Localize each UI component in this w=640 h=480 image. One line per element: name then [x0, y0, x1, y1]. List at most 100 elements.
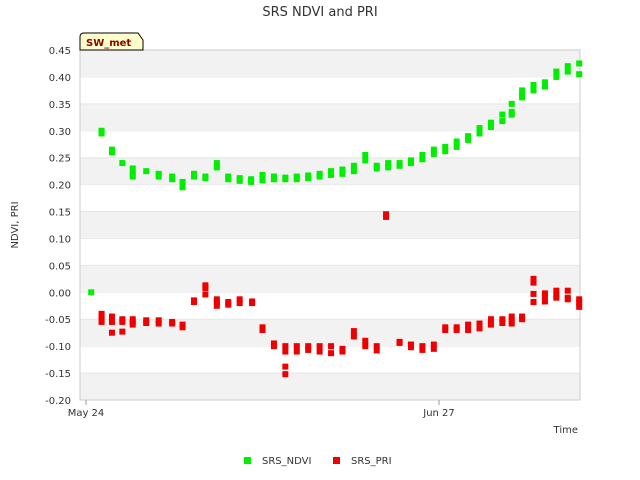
data-point — [499, 320, 506, 326]
site-badge: SW_met — [79, 32, 144, 51]
data-point — [385, 160, 392, 167]
legend-marker-ndvi — [244, 457, 251, 464]
data-point — [553, 73, 560, 80]
series-srs_pri — [98, 211, 583, 378]
data-point — [339, 166, 346, 173]
x-tick-label: Jun 27 — [422, 408, 455, 419]
plot-frame — [79, 49, 581, 401]
data-point — [350, 168, 357, 175]
data-point — [476, 125, 483, 132]
data-point — [564, 68, 571, 75]
legend: SRS_NDVI SRS_PRI — [244, 456, 392, 467]
data-point — [476, 320, 483, 327]
data-point — [249, 300, 256, 307]
data-point — [119, 328, 126, 335]
data-point — [98, 130, 105, 137]
series-srs_ndvi — [88, 60, 583, 296]
legend-marker-pri — [333, 457, 340, 464]
y-tick-label: 0.35 — [49, 100, 71, 111]
data-point — [119, 318, 126, 325]
data-point — [465, 321, 472, 328]
legend-label-ndvi: SRS_NDVI — [262, 456, 311, 467]
chart-title: SRS NDVI and PRI — [262, 5, 377, 20]
data-point — [129, 173, 136, 180]
y-tick-label: 0.00 — [49, 288, 71, 299]
data-point — [169, 176, 176, 183]
data-point — [430, 341, 437, 348]
data-point — [328, 171, 335, 178]
data-point — [305, 175, 312, 182]
data-point — [143, 168, 150, 175]
data-point — [339, 348, 346, 355]
grid-band — [80, 103, 580, 131]
data-point — [419, 156, 426, 163]
data-point — [541, 298, 548, 305]
data-point — [98, 318, 105, 325]
data-point — [350, 328, 357, 335]
x-axis: May 24 Jun 27 — [68, 400, 455, 419]
data-point — [530, 279, 537, 286]
data-point — [213, 299, 220, 305]
grid-band — [80, 373, 580, 400]
y-tick-label: 0.20 — [49, 181, 71, 192]
data-point — [487, 316, 494, 323]
data-point — [282, 363, 289, 370]
data-point — [169, 320, 176, 327]
data-point — [499, 118, 506, 125]
data-point — [564, 63, 571, 70]
data-point — [213, 160, 220, 167]
data-point — [499, 316, 506, 323]
data-point — [519, 87, 526, 94]
data-point — [293, 348, 300, 355]
data-point — [553, 287, 560, 294]
data-point — [155, 320, 162, 327]
data-point — [236, 177, 243, 184]
data-point — [576, 71, 583, 78]
y-tick-label: 0.10 — [49, 234, 71, 245]
data-point — [476, 325, 483, 332]
data-point — [305, 343, 312, 350]
data-point — [465, 133, 472, 140]
data-point — [248, 178, 255, 185]
data-point — [328, 168, 335, 175]
data-point — [259, 327, 266, 333]
data-point — [541, 79, 548, 86]
data-point — [202, 291, 209, 298]
data-point — [564, 296, 571, 303]
data-point — [430, 150, 437, 157]
data-point — [282, 343, 289, 350]
data-point — [453, 138, 460, 145]
data-point — [293, 343, 300, 350]
y-tick-label: 0.05 — [49, 261, 71, 272]
data-point — [190, 173, 197, 180]
data-point — [155, 317, 162, 324]
data-point — [419, 152, 426, 158]
data-point — [396, 162, 403, 169]
data-point — [407, 160, 414, 167]
data-point — [362, 343, 369, 350]
y-axis: -0.20 -0.15 -0.10 -0.05 0.00 0.05 0.10 0.15 0.20… — [45, 46, 71, 407]
data-point — [519, 94, 526, 101]
data-point — [293, 176, 300, 183]
y-tick-label: 0.45 — [49, 46, 71, 57]
data-point — [373, 343, 380, 350]
data-point — [328, 350, 335, 357]
data-point — [541, 83, 548, 90]
data-point — [576, 300, 583, 307]
grid-bands — [80, 49, 580, 400]
data-point — [202, 175, 209, 182]
data-point — [383, 213, 390, 220]
data-point — [119, 160, 126, 167]
data-point — [225, 301, 232, 308]
data-point — [282, 176, 289, 183]
data-point — [316, 173, 323, 180]
data-point — [143, 320, 150, 326]
data-point — [576, 60, 583, 67]
data-point — [564, 287, 571, 294]
data-point — [108, 318, 115, 325]
data-point — [350, 333, 357, 340]
y-tick-label: -0.20 — [45, 396, 71, 407]
data-point — [442, 327, 449, 333]
data-point — [553, 68, 560, 75]
data-point — [305, 346, 312, 353]
